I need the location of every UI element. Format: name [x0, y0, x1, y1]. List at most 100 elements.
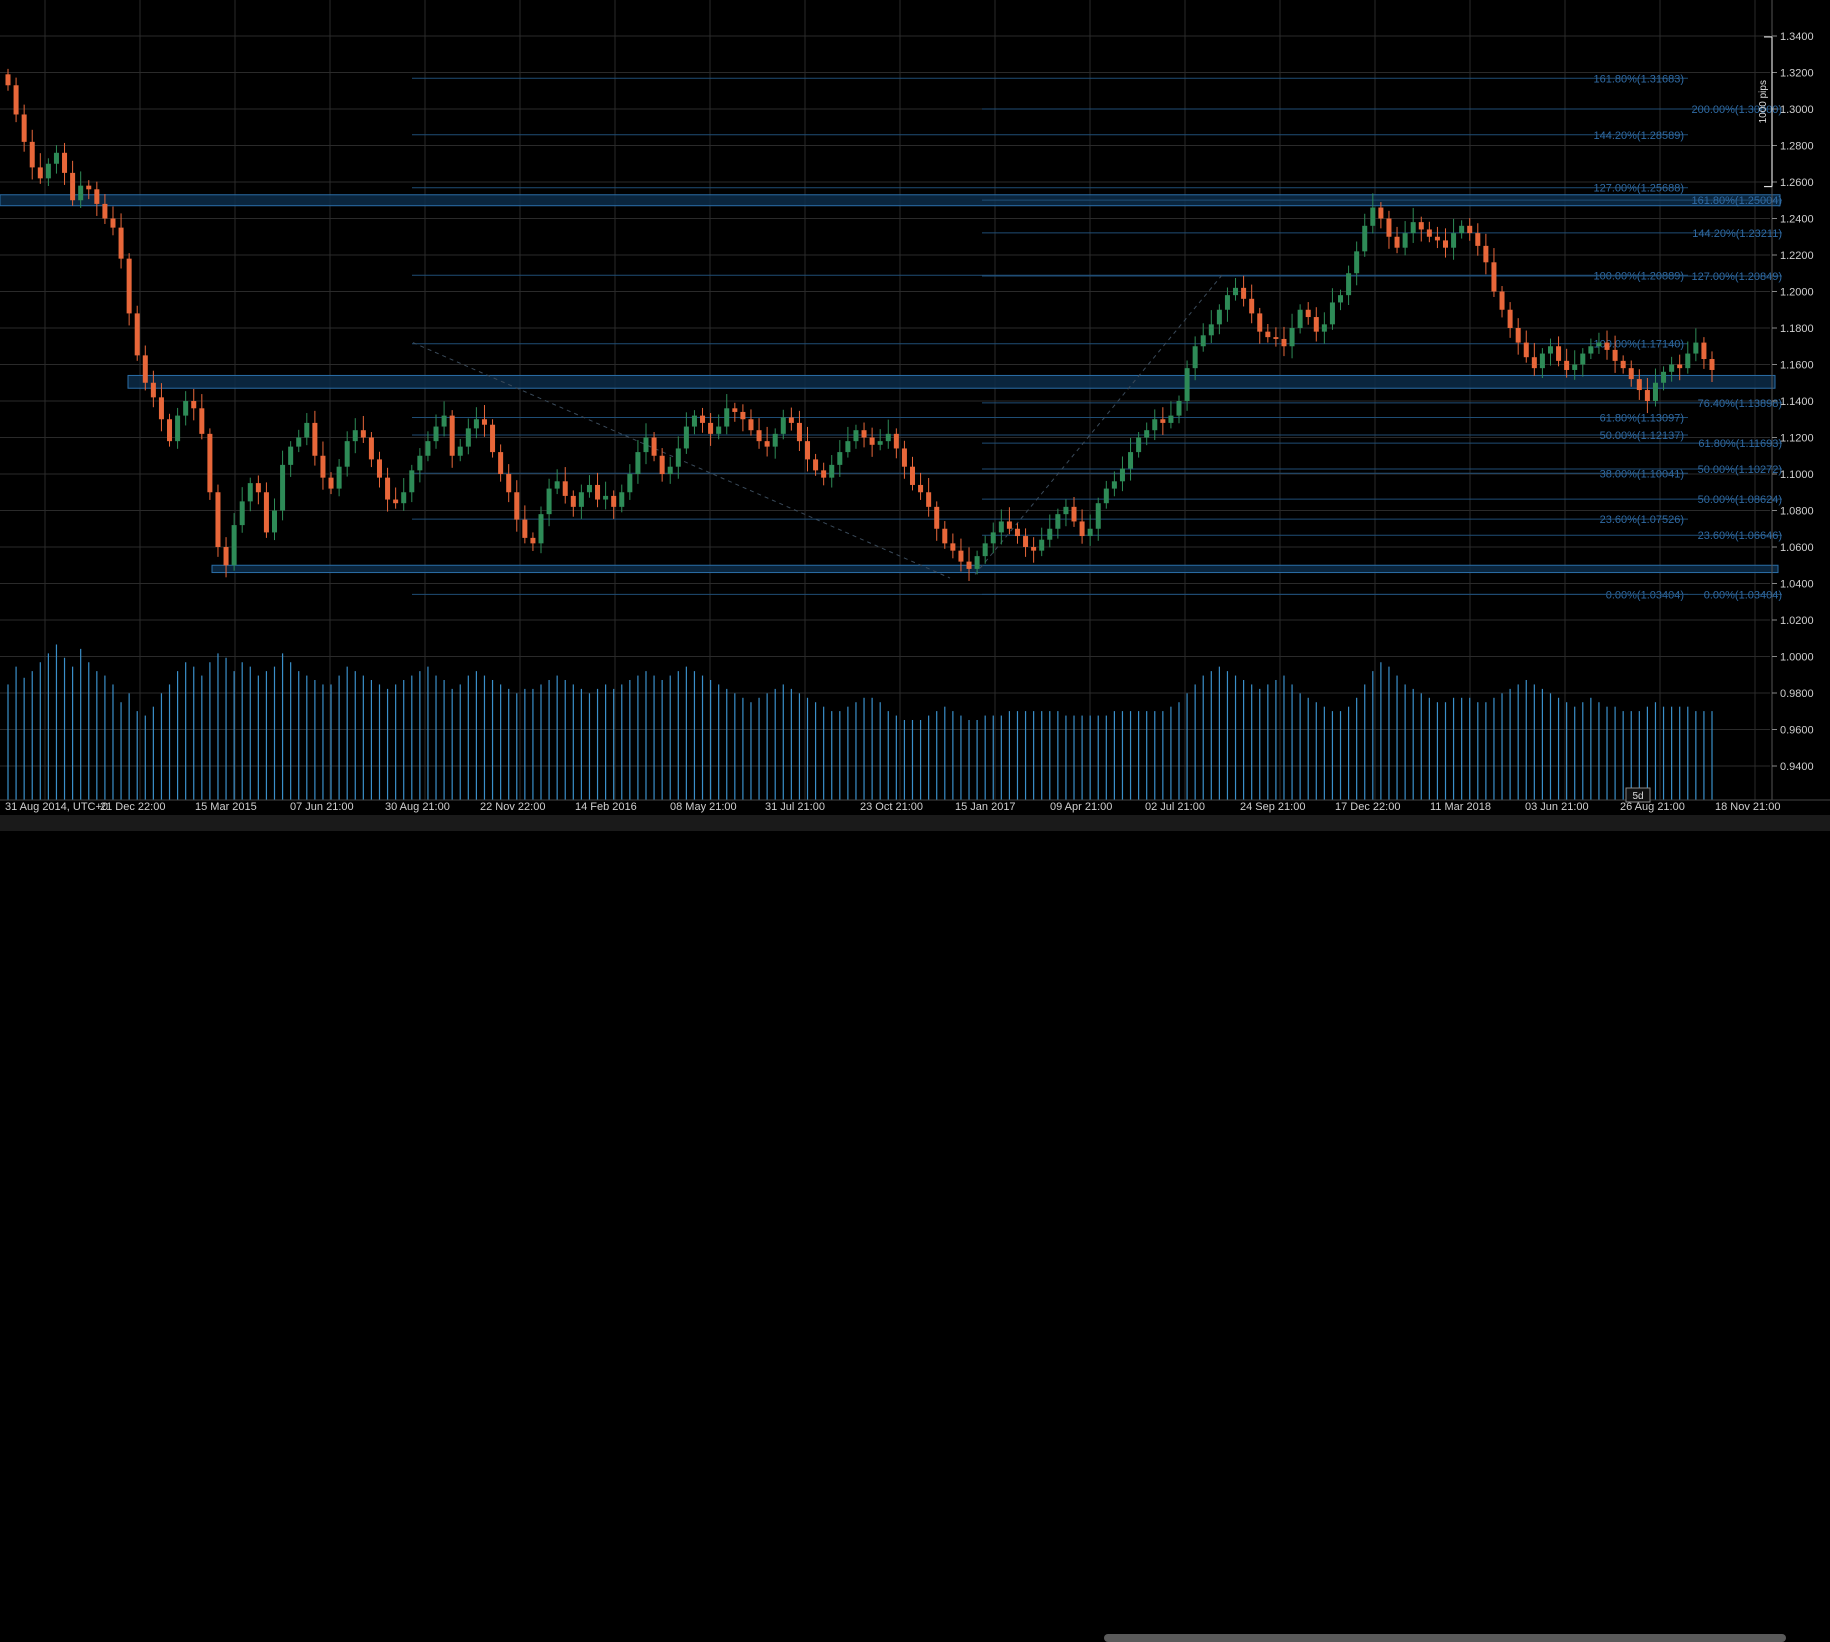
candle-bull[interactable] [401, 492, 407, 504]
candle-bear[interactable] [611, 495, 617, 507]
candle-bull[interactable] [974, 556, 980, 569]
candle-bear[interactable] [1265, 331, 1271, 338]
candle-bear[interactable] [659, 455, 665, 474]
candle-bear[interactable] [449, 415, 455, 456]
candle-bear[interactable] [21, 114, 27, 142]
candle-bear[interactable] [966, 561, 972, 569]
candle-bear[interactable] [255, 483, 261, 493]
candle-bull[interactable] [990, 532, 996, 544]
candle-bear[interactable] [263, 492, 269, 533]
candle-bear[interactable] [514, 492, 520, 520]
candle-bull[interactable] [772, 433, 778, 447]
candle-bear[interactable] [942, 528, 948, 544]
candle-bull[interactable] [1103, 488, 1109, 504]
candle-bear[interactable] [5, 74, 11, 86]
candle-bull[interactable] [1685, 353, 1691, 369]
candle-layer[interactable] [5, 68, 1715, 581]
candle-bull[interactable] [296, 437, 302, 447]
candle-bear[interactable] [1426, 229, 1432, 237]
candle-bear[interactable] [70, 172, 76, 201]
candle-bear[interactable] [1483, 245, 1489, 263]
candle-bear[interactable] [1677, 364, 1683, 369]
candle-bull[interactable] [1669, 364, 1675, 372]
candle-bear[interactable] [142, 355, 148, 383]
candle-bear[interactable] [150, 382, 156, 398]
trendline-dashed[interactable] [974, 274, 1223, 575]
candle-bull[interactable] [1402, 233, 1408, 248]
candle-bear[interactable] [1014, 528, 1020, 537]
timeframe-badge[interactable] [1625, 787, 1651, 803]
candle-bear[interactable] [320, 455, 326, 478]
candle-bull[interactable] [1354, 251, 1360, 274]
candle-bull[interactable] [1208, 324, 1214, 336]
trendline-dashed[interactable] [412, 342, 951, 579]
candle-bear[interactable] [498, 452, 504, 474]
candle-bull[interactable] [586, 484, 592, 493]
candle-bull[interactable] [1152, 419, 1158, 431]
candle-bull[interactable] [1329, 302, 1335, 325]
candle-bear[interactable] [708, 422, 714, 434]
candle-bull[interactable] [1055, 514, 1061, 529]
candle-bull[interactable] [837, 452, 843, 465]
candle-bull[interactable] [1547, 346, 1553, 354]
candle-bear[interactable] [821, 470, 827, 478]
candle-bear[interactable] [94, 189, 100, 204]
candle-bull[interactable] [1572, 364, 1578, 370]
candle-bull[interactable] [473, 419, 479, 429]
candle-bear[interactable] [595, 484, 601, 500]
candle-bear[interactable] [1071, 506, 1077, 522]
candle-bear[interactable] [1709, 359, 1715, 370]
candle-bear[interactable] [490, 424, 496, 453]
candle-bear[interactable] [385, 477, 391, 500]
candle-bear[interactable] [199, 408, 205, 434]
candle-bear[interactable] [1023, 536, 1029, 547]
candle-bull[interactable] [1087, 528, 1093, 537]
candle-bear[interactable] [481, 419, 487, 425]
candle-bear[interactable] [1031, 547, 1037, 551]
candle-bull[interactable] [1693, 342, 1699, 354]
candle-bull[interactable] [716, 426, 722, 434]
candle-bear[interactable] [37, 167, 43, 179]
candle-bull[interactable] [175, 415, 181, 442]
candle-bull[interactable] [998, 521, 1004, 533]
candle-bear[interactable] [118, 227, 124, 259]
candle-bear[interactable] [167, 419, 173, 442]
candle-bear[interactable] [1636, 379, 1642, 391]
candle-bear[interactable] [223, 547, 229, 566]
candle-bull[interactable] [1047, 528, 1053, 540]
candle-bull[interactable] [441, 415, 447, 427]
candle-bear[interactable] [1305, 309, 1311, 318]
candle-bull[interactable] [271, 510, 278, 533]
candle-bear[interactable] [1628, 368, 1634, 380]
candle-bull[interactable] [1588, 346, 1594, 354]
candle-bear[interactable] [805, 441, 811, 460]
candle-bear[interactable] [764, 441, 770, 447]
candle-bear[interactable] [1515, 328, 1521, 343]
candle-bull[interactable] [1184, 368, 1190, 401]
candle-bear[interactable] [215, 492, 221, 547]
candle-bull[interactable] [1539, 353, 1545, 369]
candle-bull[interactable] [247, 483, 253, 502]
candle-bull[interactable] [1224, 295, 1230, 310]
candle-bull[interactable] [724, 408, 730, 427]
candle-bull[interactable] [280, 464, 286, 511]
candle-bear[interactable] [1273, 337, 1279, 339]
candle-bear[interactable] [102, 203, 108, 219]
candle-bear[interactable] [788, 417, 794, 423]
candle-bear[interactable] [1491, 262, 1497, 292]
candle-bull[interactable] [1136, 437, 1142, 453]
candle-bear[interactable] [700, 415, 706, 423]
candle-bear[interactable] [1386, 218, 1392, 237]
candle-bull[interactable] [1362, 225, 1368, 252]
candle-bull[interactable] [845, 441, 851, 453]
candle-bull[interactable] [1661, 371, 1667, 383]
candle-bear[interactable] [893, 433, 899, 449]
candle-bull[interactable] [239, 501, 245, 526]
candle-bull[interactable] [352, 430, 358, 442]
candle-bear[interactable] [1249, 298, 1255, 314]
candle-bear[interactable] [328, 477, 334, 489]
candle-bull[interactable] [1111, 481, 1117, 489]
candle-bear[interactable] [909, 466, 915, 485]
candle-bear[interactable] [1499, 291, 1505, 310]
